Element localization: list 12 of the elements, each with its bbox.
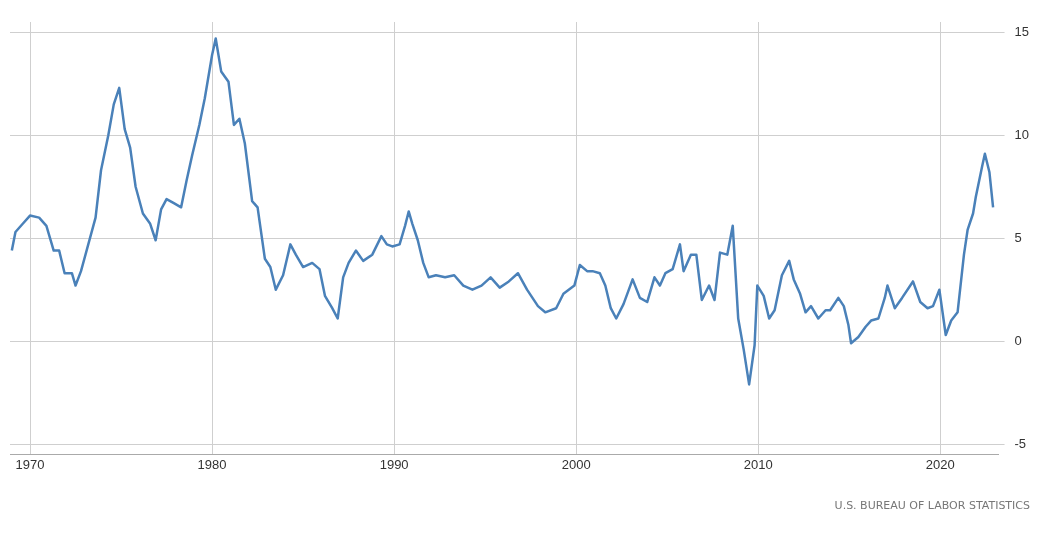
y-tick-label: 10	[1014, 126, 1030, 142]
text: U.S. BUREAU OF LABOR STATISTICS	[834, 498, 1031, 512]
x-tick-label: 1990	[379, 456, 409, 472]
x-tick-label: 1980	[197, 456, 227, 472]
x-tick-label: 2010	[743, 456, 773, 472]
y-tick-label: 0	[1014, 332, 1022, 348]
y-tick-label: 5	[1014, 229, 1022, 245]
y-tick-label: 15	[1014, 23, 1030, 39]
x-tick-label: 2020	[925, 456, 955, 472]
y-tick-label: -5	[1014, 435, 1027, 451]
x-tick-label: 1970	[15, 456, 45, 472]
x-tick-label: 2000	[561, 456, 591, 472]
